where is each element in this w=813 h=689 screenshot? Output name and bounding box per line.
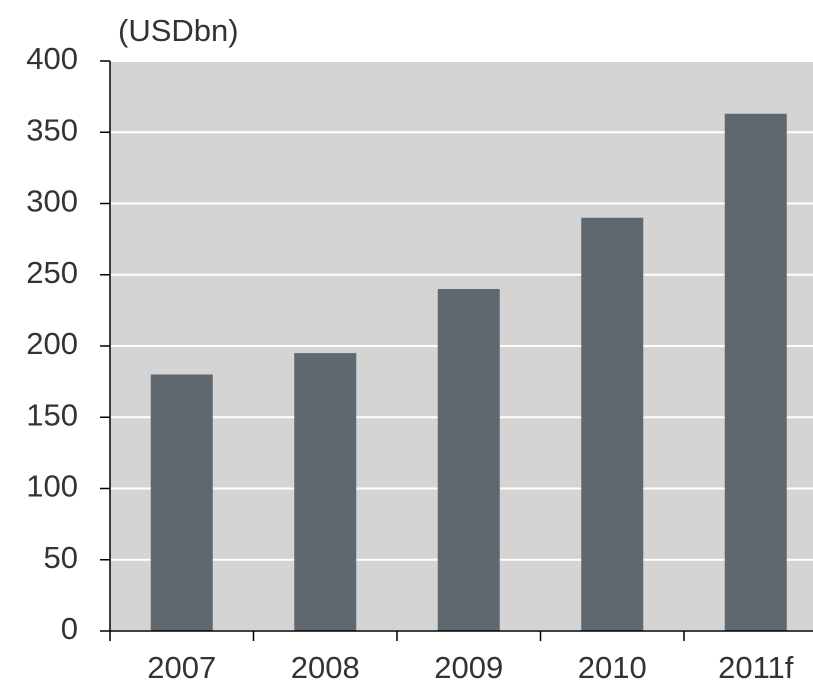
y-tick-label: 150: [26, 397, 78, 432]
x-tick-label: 2009: [434, 650, 503, 685]
y-tick-label: 50: [44, 540, 78, 575]
y-tick-label: 300: [26, 184, 78, 219]
y-tick-label: 200: [26, 326, 78, 361]
x-tick-label: 2010: [578, 650, 647, 685]
y-tick-label: 0: [61, 611, 78, 646]
y-tick-label: 100: [26, 469, 78, 504]
bar: [150, 374, 213, 631]
bar: [437, 289, 500, 631]
bar: [581, 217, 644, 631]
x-tick-label: 2007: [147, 650, 216, 685]
x-tick-label: 2008: [291, 650, 360, 685]
y-tick-label: 250: [26, 255, 78, 290]
bar: [724, 113, 787, 632]
y-tick-label: 400: [26, 41, 78, 76]
bar: [294, 353, 357, 631]
unit-label: (USDbn): [118, 13, 239, 48]
y-tick-label: 350: [26, 112, 78, 147]
x-tick-label: 2011f: [718, 650, 794, 685]
